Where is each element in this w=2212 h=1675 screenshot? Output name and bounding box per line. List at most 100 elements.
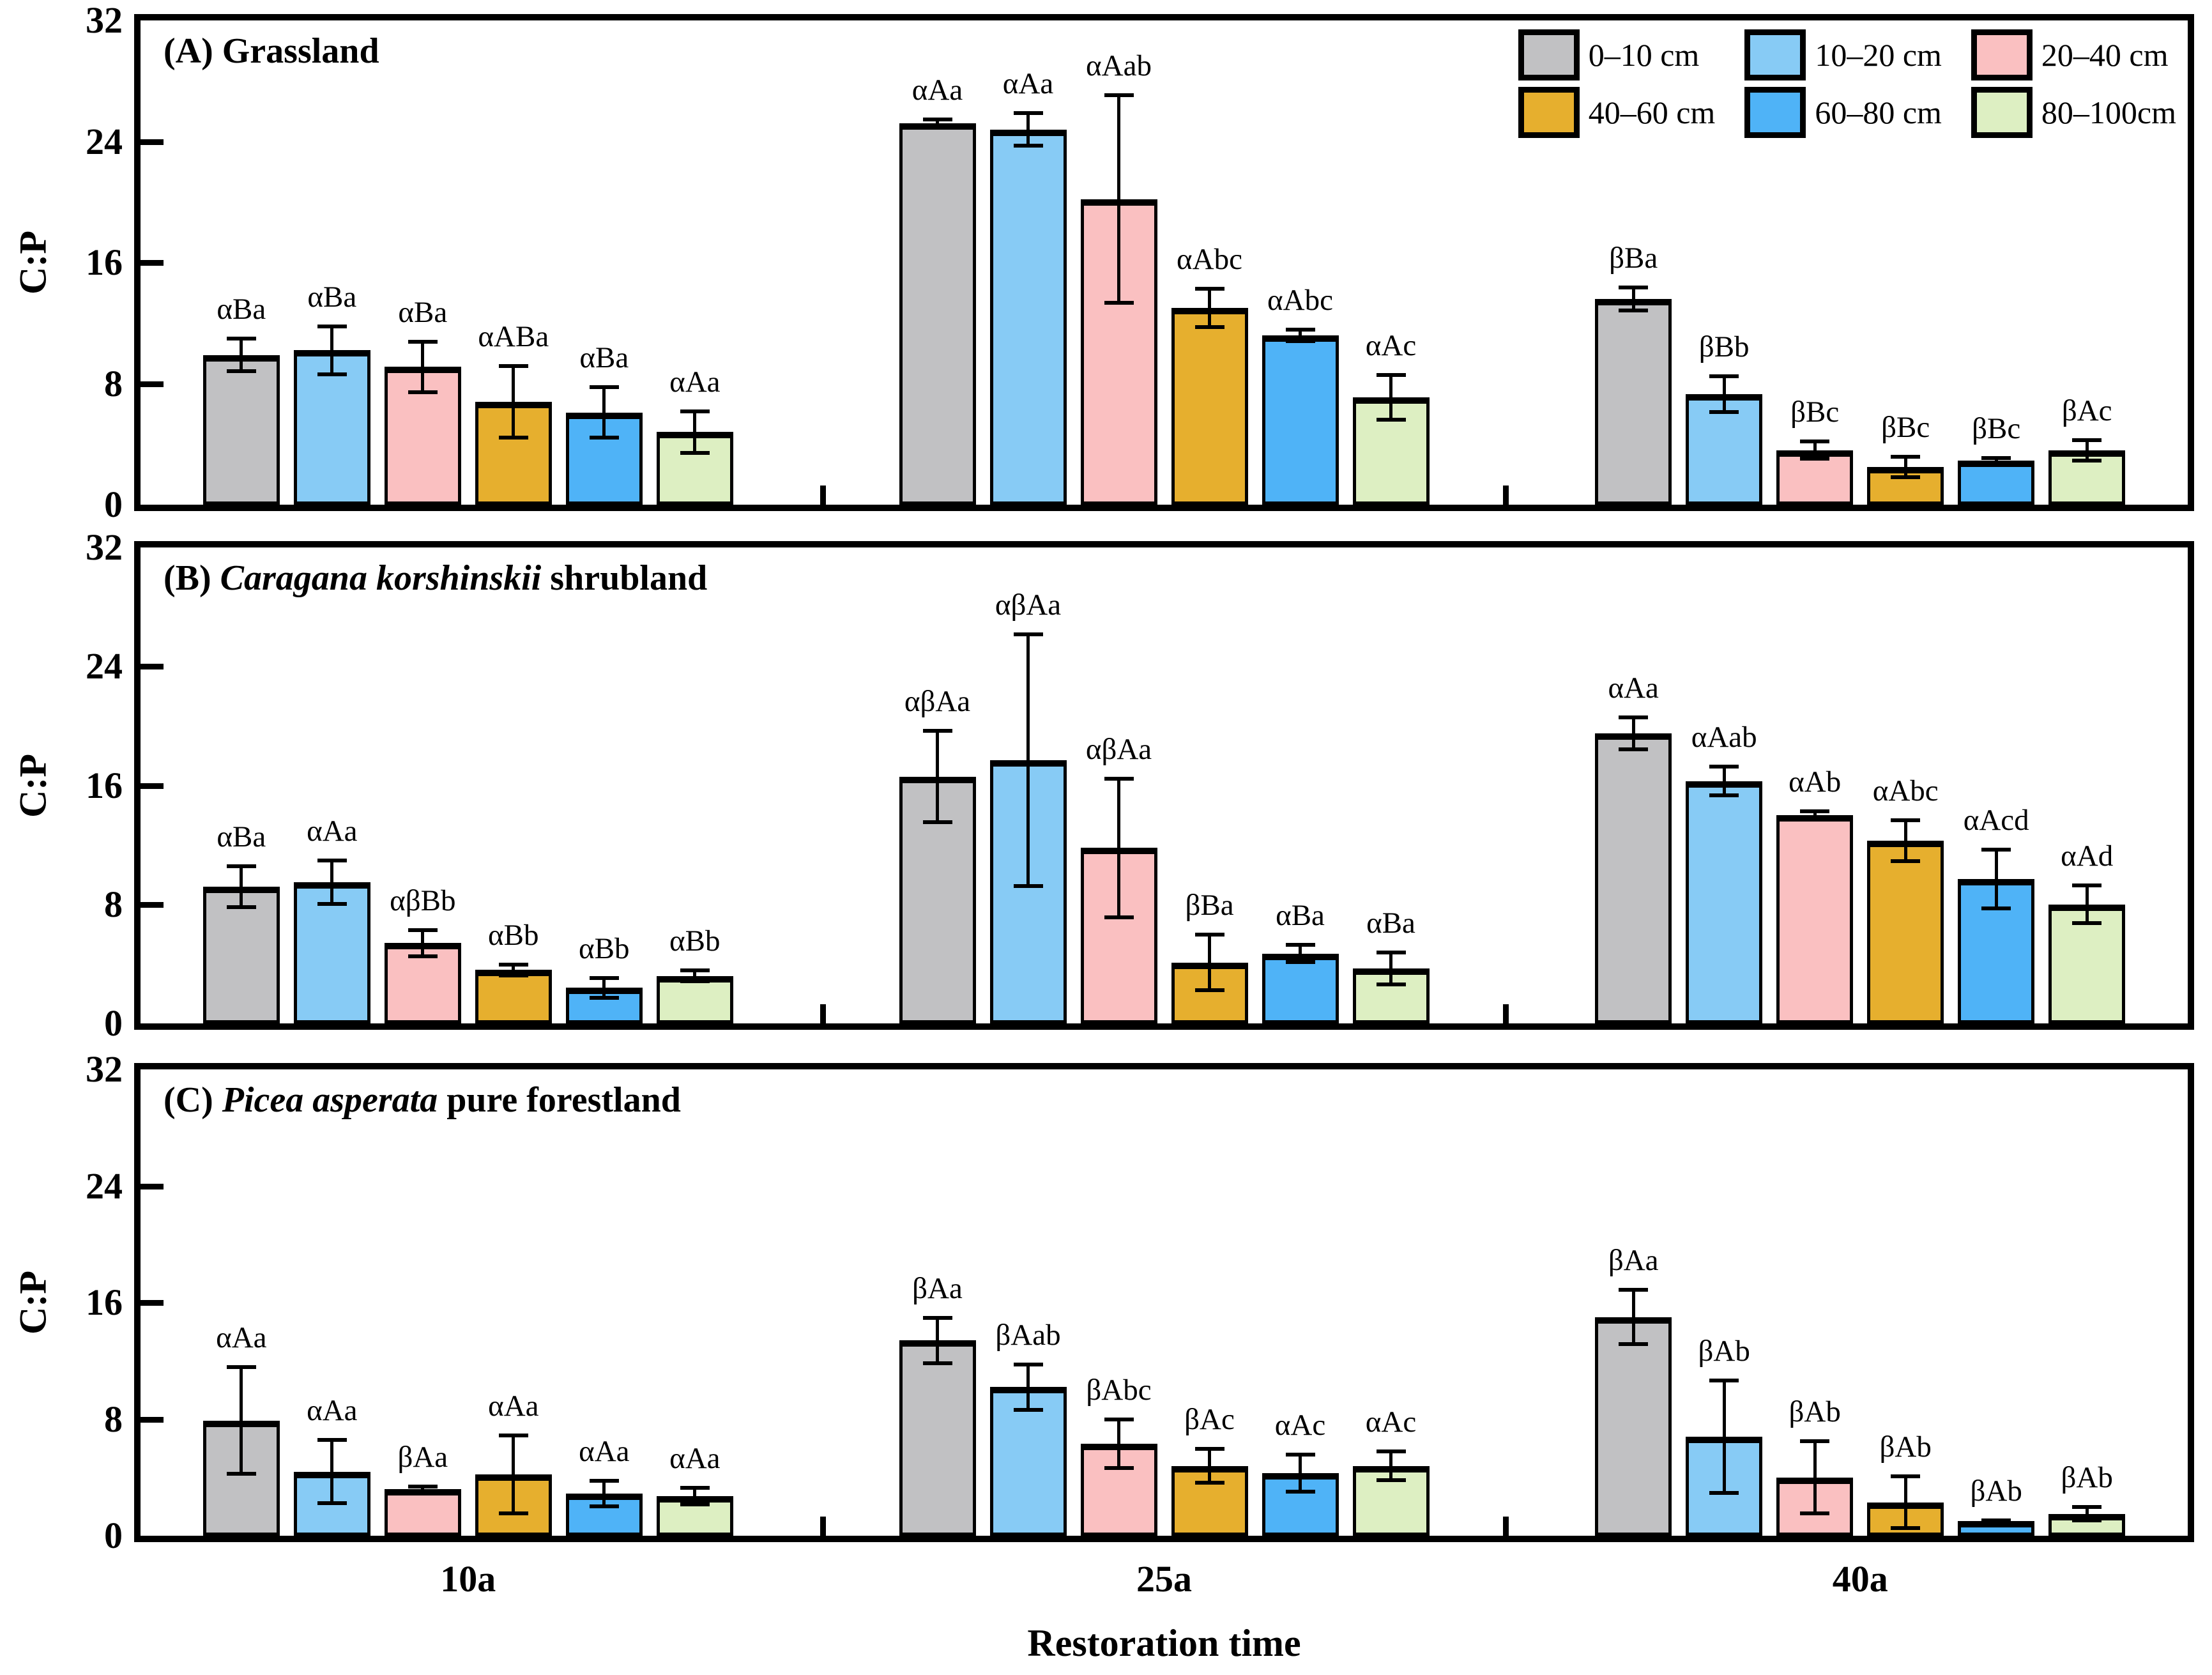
panel-title-text: shrubland — [550, 558, 708, 598]
error-bar — [2085, 883, 2089, 926]
error-bar — [1389, 950, 1392, 986]
error-cap-bottom — [1376, 1478, 1406, 1482]
error-cap-top — [1285, 943, 1315, 947]
error-bar — [936, 117, 939, 130]
significance-label: αAa — [307, 814, 358, 848]
error-cap-top — [226, 1365, 256, 1370]
significance-label: αAc — [1365, 328, 1417, 362]
plot-area-A: (A) Grassland αBa αAa βBa αBa αAa βBb αBa αAab βB… — [134, 14, 2194, 511]
y-tick-label: 0 — [104, 1002, 123, 1044]
x-tick-mark — [1502, 486, 1509, 505]
error-cap-bottom — [226, 905, 256, 909]
error-bar — [240, 337, 243, 373]
legend-swatch — [1744, 87, 1806, 138]
panel-title-B: (B) Caragana korshinskii shrubland — [164, 558, 707, 599]
error-cap-top — [1800, 809, 1830, 813]
legend-label: 0–10 cm — [1588, 37, 1700, 73]
y-tick-label: 0 — [104, 1515, 123, 1556]
significance-label: αBa — [217, 820, 266, 853]
error-bar — [1299, 327, 1302, 343]
significance-label: αAd — [2061, 839, 2114, 873]
y-tick-label: 24 — [86, 1165, 123, 1207]
error-cap-top — [1709, 764, 1739, 769]
error-cap-bottom — [1619, 309, 1649, 313]
bar-B-10a-s0 — [202, 886, 280, 1023]
legend-item: 0–10 cm — [1518, 29, 1716, 80]
error-cap-top — [408, 339, 438, 344]
error-cap-bottom — [589, 1504, 619, 1508]
error-cap-bottom — [2072, 1518, 2102, 1523]
significance-label: αβAa — [1085, 732, 1152, 766]
error-cap-bottom — [1800, 1511, 1830, 1516]
legend-swatch — [1518, 29, 1580, 80]
x-tick-label: 25a — [1136, 1558, 1192, 1600]
bar-A-25a-s3 — [1171, 308, 1248, 505]
error-cap-bottom — [408, 954, 438, 958]
error-cap-bottom — [1709, 793, 1739, 798]
error-bar — [330, 1438, 334, 1506]
error-bar — [1994, 848, 1998, 911]
error-cap-bottom — [1376, 982, 1406, 986]
error-bar — [1389, 1449, 1392, 1482]
error-cap-top — [1891, 818, 1921, 822]
error-cap-top — [1981, 848, 2011, 852]
bar-B-40a-s3 — [1867, 840, 1944, 1023]
significance-label: αBa — [398, 295, 448, 329]
error-cap-top — [498, 1434, 528, 1438]
bar-B-40a-s1 — [1686, 781, 1763, 1023]
error-cap-top — [2072, 883, 2102, 888]
significance-label: βAb — [1879, 1430, 1932, 1464]
y-tick-mark — [141, 664, 164, 670]
error-bar — [1299, 1452, 1302, 1494]
error-bar — [240, 864, 243, 909]
significance-label: αAbc — [1177, 242, 1242, 276]
y-tick-mark — [141, 139, 164, 145]
error-cap-top — [1376, 372, 1406, 377]
plot-area-B: (B) Caragana korshinskii shrubland αBa αβA… — [134, 541, 2194, 1030]
significance-label: αAa — [911, 73, 963, 107]
x-axis-title: Restoration time — [1027, 1622, 1301, 1664]
error-cap-top — [1285, 1452, 1315, 1457]
significance-label: βAbc — [1086, 1373, 1152, 1407]
bar-A-10a-s1 — [293, 350, 370, 505]
legend-item: 80–100cm — [1971, 87, 2176, 138]
error-cap-top — [1619, 1288, 1649, 1292]
error-bar — [1903, 454, 1907, 479]
significance-label: αβBb — [390, 884, 456, 917]
significance-label: βBc — [1881, 410, 1930, 444]
error-bar — [2085, 438, 2089, 463]
panel-title-species: Picea asperata — [222, 1080, 438, 1120]
significance-label: αAcd — [1963, 804, 2029, 838]
x-tick-label: 40a — [1832, 1558, 1888, 1600]
error-cap-bottom — [1619, 747, 1649, 751]
panel-C: C:P (C) Picea asperata pure forestland αAa… — [0, 1048, 2212, 1556]
error-cap-top — [1619, 715, 1649, 720]
error-cap-top — [922, 117, 952, 121]
error-bar — [1813, 440, 1817, 461]
bar-B-40a-s0 — [1595, 733, 1672, 1023]
error-cap-bottom — [1194, 988, 1224, 993]
error-bar — [421, 339, 425, 395]
error-bar — [1117, 1418, 1120, 1471]
error-cap-top — [1981, 456, 2011, 461]
bar-A-10a-s0 — [202, 355, 280, 505]
error-bar — [693, 968, 697, 984]
error-bar — [1026, 1362, 1030, 1412]
error-cap-bottom — [589, 995, 619, 1000]
error-cap-bottom — [1800, 817, 1830, 822]
error-bar — [330, 858, 334, 906]
error-bar — [1208, 1446, 1211, 1485]
significance-label: βAa — [1608, 1244, 1659, 1278]
error-cap-top — [589, 385, 619, 389]
panel-letter: (B) — [164, 558, 211, 598]
error-cap-top — [1376, 950, 1406, 954]
y-tick-label: 24 — [86, 120, 123, 162]
error-cap-top — [1013, 632, 1043, 636]
x-tick-mark — [820, 1517, 827, 1536]
significance-label: αAa — [488, 1389, 539, 1423]
error-bar — [1994, 456, 1998, 466]
panel-letter: (A) — [164, 31, 213, 71]
error-cap-bottom — [226, 369, 256, 373]
error-cap-top — [1104, 1418, 1134, 1422]
significance-label: αBb — [669, 924, 721, 958]
